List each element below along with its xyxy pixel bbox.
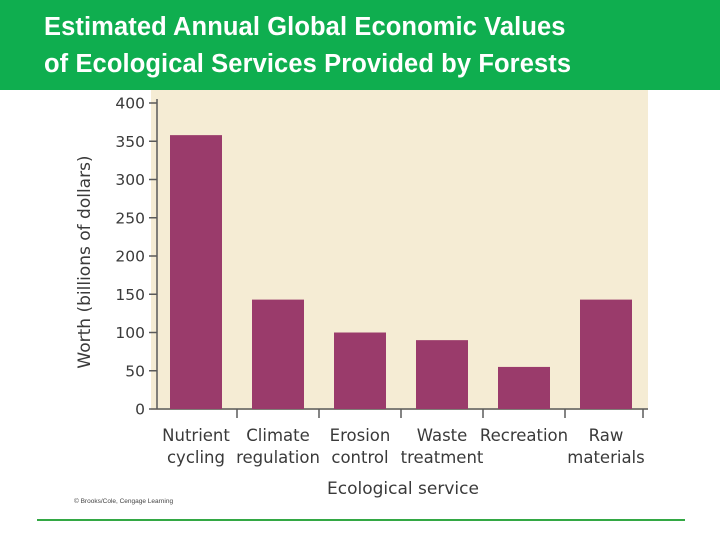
y-tick-label: 400 bbox=[115, 95, 145, 113]
bottom-divider bbox=[37, 519, 685, 521]
bar-chart: 0 50 100 150 200 250 300 350 400 Nutrient cycling C… bbox=[75, 95, 648, 499]
x-tick-label: Waste bbox=[417, 426, 468, 445]
bar bbox=[580, 299, 632, 409]
x-tick-label: regulation bbox=[236, 448, 320, 467]
slide-title-line-1: Estimated Annual Global Economic Values bbox=[44, 13, 566, 41]
y-tick-label: 250 bbox=[115, 209, 145, 227]
x-tick-label: Recreation bbox=[480, 426, 568, 445]
x-tick-label: control bbox=[331, 448, 388, 467]
y-tick-label: 350 bbox=[115, 133, 145, 151]
x-tick-label: Raw bbox=[589, 426, 624, 445]
y-tick-label: 300 bbox=[115, 171, 145, 189]
bar bbox=[498, 366, 550, 409]
bar bbox=[334, 332, 386, 409]
bar bbox=[252, 299, 304, 409]
bar bbox=[416, 340, 468, 409]
slide-title-line-2: of Ecological Services Provided by Fores… bbox=[44, 50, 572, 78]
copyright-credit: © Brooks/Cole, Cengage Learning bbox=[74, 498, 174, 505]
bar bbox=[170, 135, 222, 409]
y-tick-label: 0 bbox=[135, 401, 145, 419]
y-tick-label: 100 bbox=[115, 324, 145, 342]
y-tick-label: 150 bbox=[115, 286, 145, 304]
title-banner: Estimated Annual Global Economic Values … bbox=[0, 0, 720, 90]
x-tick-label: treatment bbox=[401, 448, 484, 467]
x-tick-label: Climate bbox=[246, 426, 310, 445]
y-tick-label: 200 bbox=[115, 248, 145, 266]
x-axis-label: Ecological service bbox=[327, 479, 479, 499]
x-tick-label: Nutrient bbox=[162, 426, 230, 445]
y-axis-label: Worth (billions of dollars) bbox=[75, 155, 95, 368]
x-tick-label: cycling bbox=[167, 448, 225, 467]
y-tick-label: 50 bbox=[125, 362, 145, 380]
x-tick-label: Erosion bbox=[330, 426, 391, 445]
chart-figure: 0 50 100 150 200 250 300 350 400 Nutrient cycling C… bbox=[73, 90, 648, 512]
x-tick-label: materials bbox=[567, 448, 644, 467]
plot-background bbox=[151, 90, 648, 410]
